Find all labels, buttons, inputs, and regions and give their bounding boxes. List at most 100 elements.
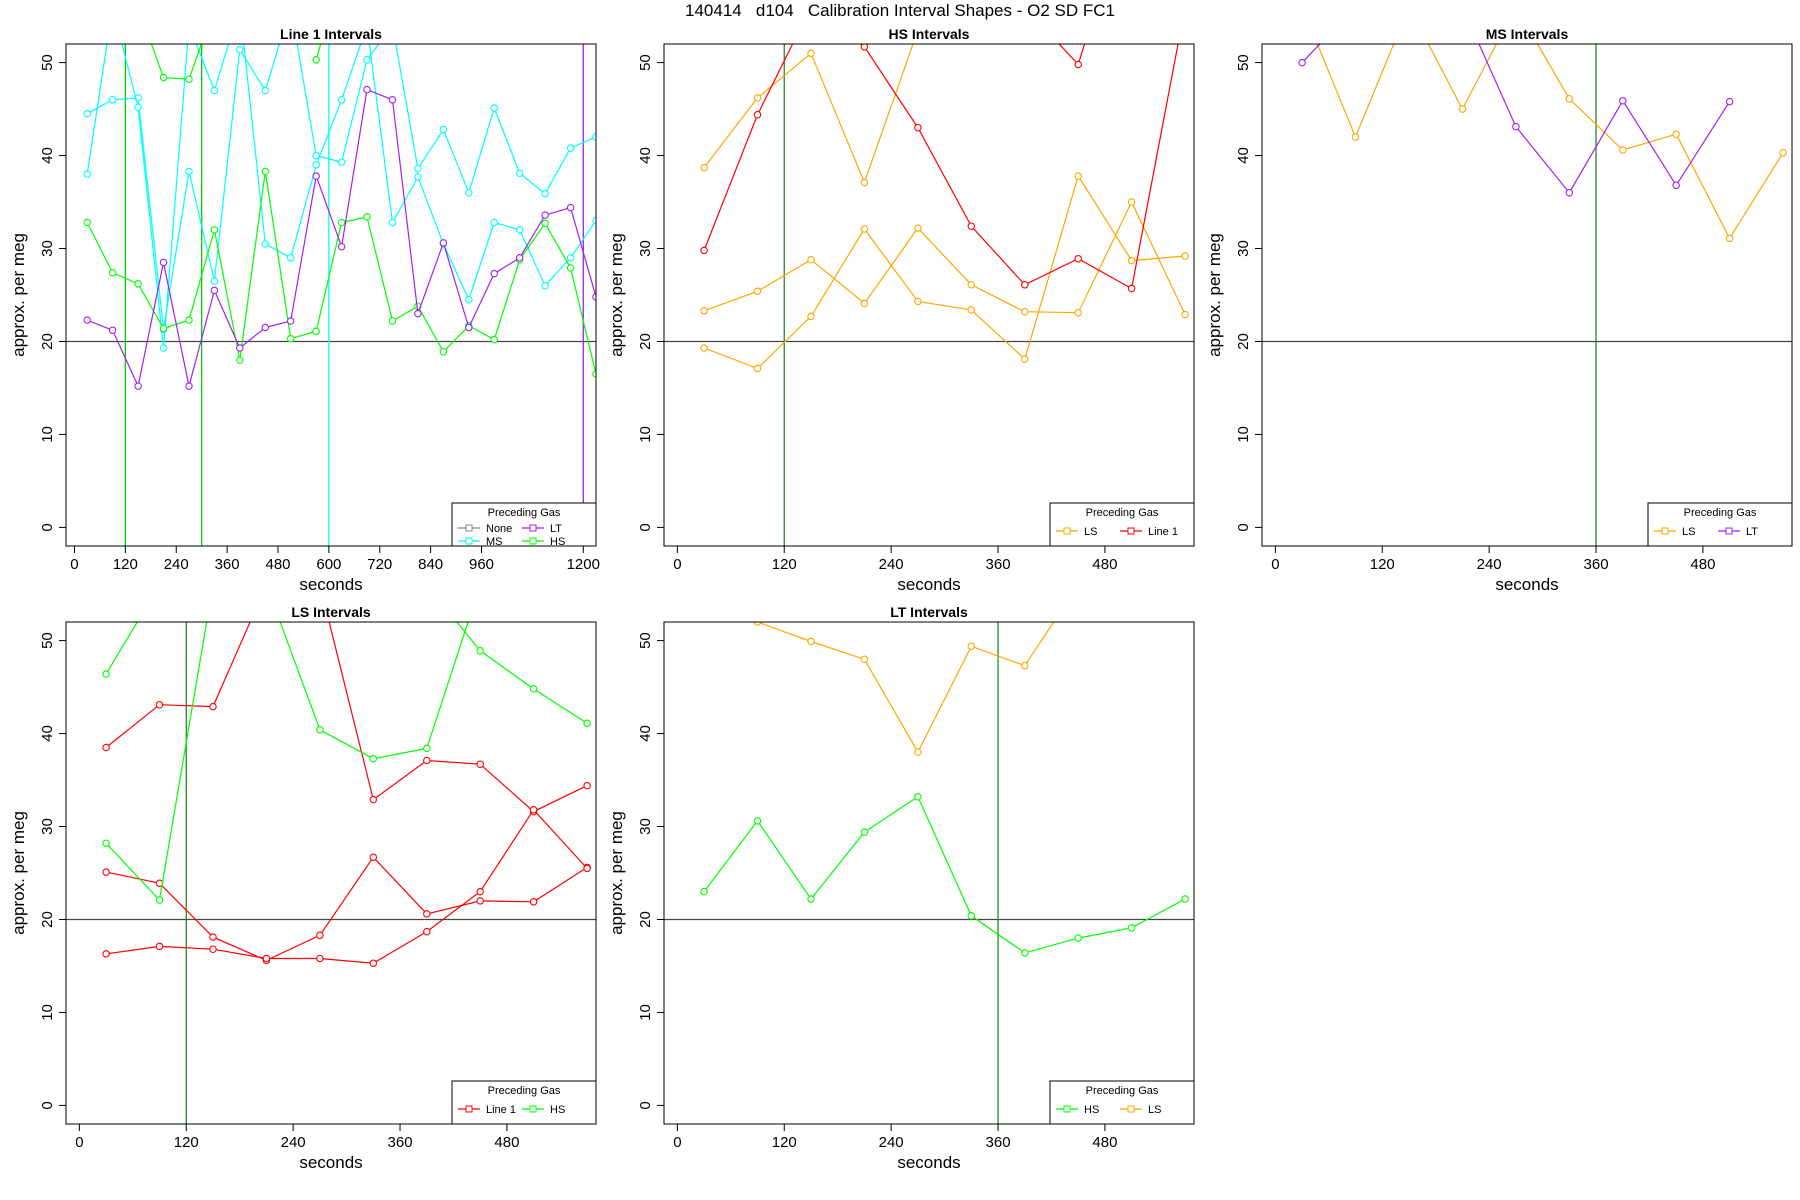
data-point xyxy=(1127,284,1136,293)
data-point xyxy=(261,323,270,332)
legend-swatch-marker xyxy=(1661,527,1669,535)
panel-ms-intervals: MS Intervals 0 120 240 360 480 seconds 0 10 20 30 4… xyxy=(1205,26,1793,594)
data-point xyxy=(1181,895,1189,903)
legend-title: Preceding Gas xyxy=(488,1085,561,1097)
data-point xyxy=(337,218,346,227)
x-tick-label: 240 xyxy=(164,556,189,573)
data-point xyxy=(914,748,922,756)
data-point xyxy=(185,382,193,390)
data-point xyxy=(541,219,549,228)
data-point xyxy=(108,268,117,277)
data-point xyxy=(83,316,91,324)
y-axis: 0 10 20 30 40 50 approx. per meg xyxy=(607,632,665,1110)
data-point xyxy=(541,189,549,198)
y-tick-label: 10 xyxy=(637,1004,654,1021)
data-point xyxy=(337,96,346,104)
data-point xyxy=(316,954,324,963)
data-point xyxy=(541,281,549,290)
data-point xyxy=(423,910,431,918)
data-point xyxy=(1127,198,1136,206)
y-tick-label: 0 xyxy=(39,523,56,531)
x-tick-label: 360 xyxy=(388,1134,413,1151)
data-point xyxy=(261,86,270,95)
data-point xyxy=(286,334,295,343)
data-point xyxy=(155,896,164,904)
x-tick-label: 840 xyxy=(418,556,443,573)
x-axis-label: seconds xyxy=(1495,575,1558,594)
y-tick-label: 40 xyxy=(637,725,654,742)
data-point xyxy=(1181,310,1189,319)
data-point xyxy=(1181,252,1189,260)
y-tick-label: 0 xyxy=(1235,523,1252,531)
data-point xyxy=(465,188,473,197)
data-point xyxy=(209,945,217,953)
legend-label-lt: LT xyxy=(550,523,562,535)
data-point xyxy=(566,254,575,262)
series-line-ls xyxy=(756,622,1055,754)
panel-title: HS Intervals xyxy=(889,26,970,42)
x-tick-label: 360 xyxy=(215,556,240,573)
x-tick-label: 360 xyxy=(986,556,1011,573)
data-point xyxy=(1458,105,1467,113)
data-point xyxy=(1021,307,1029,316)
legend-title: Preceding Gas xyxy=(1086,1085,1159,1097)
data-point xyxy=(860,178,869,187)
panel-hs-intervals: HS Intervals 0 120 240 360 480 seconds 0 10 20 30 4… xyxy=(607,26,1195,594)
data-point xyxy=(476,647,484,655)
legend: Preceding Gas HS LS xyxy=(1049,1080,1195,1125)
data-point xyxy=(476,760,484,768)
data-point xyxy=(753,622,762,626)
series-line-hs xyxy=(105,622,469,760)
y-axis: 0 10 20 30 40 50 approx. per meg xyxy=(9,54,67,532)
data-point xyxy=(369,795,378,804)
data-point xyxy=(261,167,270,176)
data-point xyxy=(1779,149,1787,157)
data-point xyxy=(1074,934,1082,942)
x-tick-label: 0 xyxy=(673,1134,681,1151)
x-tick-label: 360 xyxy=(1584,556,1609,573)
data-point xyxy=(807,637,815,646)
data-point xyxy=(1074,60,1082,69)
x-tick-label: 240 xyxy=(1477,556,1502,573)
y-tick-label: 50 xyxy=(1235,54,1252,71)
data-point xyxy=(860,655,869,663)
data-point xyxy=(102,743,110,752)
data-point xyxy=(566,264,575,272)
series-line-hs xyxy=(105,622,588,902)
data-point xyxy=(490,104,498,112)
data-point xyxy=(312,327,320,336)
series-line-ls xyxy=(1316,44,1784,240)
legend-swatch-marker xyxy=(1063,527,1071,535)
legend-box xyxy=(1049,1080,1195,1125)
y-tick-label: 0 xyxy=(637,523,654,531)
data-point xyxy=(1021,281,1029,289)
y-tick-label: 30 xyxy=(1235,240,1252,257)
x-axis: 0 120 240 360 480 seconds xyxy=(1271,545,1715,594)
x-tick-label: 0 xyxy=(70,556,78,573)
data-point xyxy=(134,103,142,111)
legend-label-hs: HS xyxy=(550,536,565,548)
legend-label-line-1: Line 1 xyxy=(1148,526,1178,538)
data-point xyxy=(108,326,117,335)
data-point xyxy=(236,356,244,364)
x-axis-label: seconds xyxy=(299,575,362,594)
x-tick-label: 0 xyxy=(673,556,681,573)
data-point xyxy=(102,868,110,876)
data-point xyxy=(1725,97,1734,106)
data-point xyxy=(1565,95,1574,103)
data-point xyxy=(515,169,524,177)
data-point xyxy=(541,211,549,219)
data-point xyxy=(476,897,484,905)
legend-swatch-marker xyxy=(529,524,537,532)
data-point xyxy=(388,218,397,227)
y-axis: 0 10 20 30 40 50 approx. per meg xyxy=(607,54,665,532)
data-point xyxy=(155,942,164,951)
data-point xyxy=(1672,130,1680,138)
data-point xyxy=(1619,146,1627,154)
data-point xyxy=(860,299,869,308)
data-point xyxy=(1672,181,1680,190)
x-tick-label: 480 xyxy=(1690,556,1715,573)
y-axis-label: approx. per meg xyxy=(607,811,626,935)
legend-label-ms: MS xyxy=(486,536,503,548)
